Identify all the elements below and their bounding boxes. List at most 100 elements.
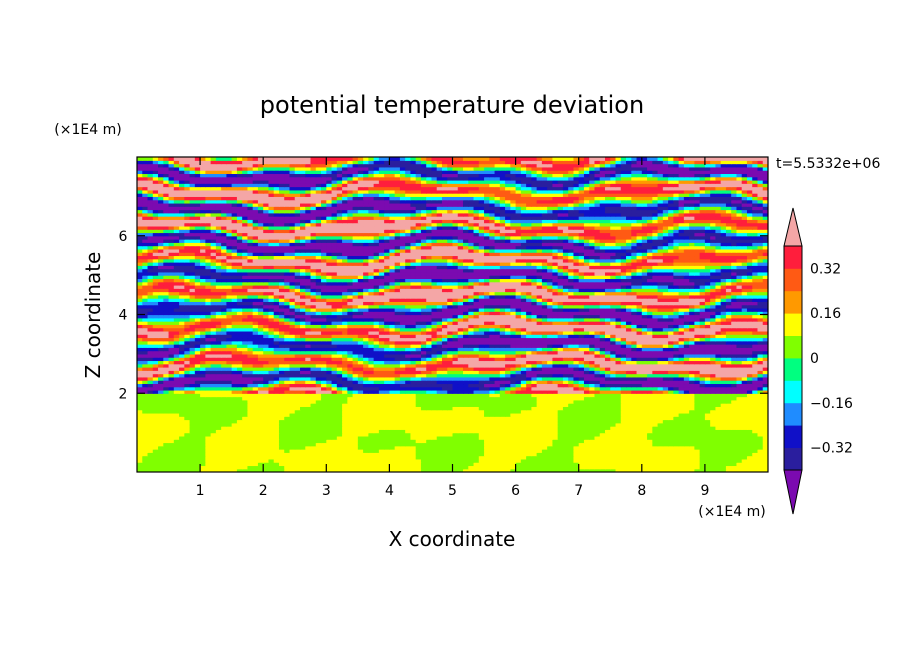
field-cell <box>137 445 143 450</box>
field-cell <box>352 442 359 447</box>
field-cell <box>273 435 280 440</box>
field-cell <box>510 439 517 444</box>
field-cell <box>147 455 154 460</box>
field-cell <box>321 462 327 467</box>
field-cell <box>158 432 164 437</box>
field-cell <box>242 452 249 457</box>
field-cell <box>647 435 653 440</box>
field-cell <box>694 468 701 472</box>
field-cell <box>589 452 596 457</box>
field-cell <box>326 465 333 470</box>
field-cell <box>284 449 291 453</box>
field-cell <box>599 458 606 463</box>
field-cell <box>210 435 217 440</box>
field-cell <box>499 468 506 472</box>
field-cell <box>552 439 559 444</box>
field-cell <box>231 458 238 463</box>
chart-title: potential temperature deviation <box>260 91 644 119</box>
field-cell <box>436 452 443 457</box>
field-cell <box>683 452 690 457</box>
field-cell <box>384 442 390 447</box>
field-cell <box>221 432 227 437</box>
field-cell <box>431 465 438 470</box>
field-cell <box>520 435 527 440</box>
field-cell <box>489 458 496 463</box>
field-cell <box>731 445 738 450</box>
field-cell <box>683 468 690 472</box>
field-cell <box>615 455 622 460</box>
field-cell <box>620 455 627 460</box>
field-cell <box>452 452 459 457</box>
field-cell <box>226 465 233 470</box>
field-cell <box>594 458 601 463</box>
field-cell <box>699 465 706 470</box>
field-cell <box>520 439 527 444</box>
field-cell <box>505 458 511 463</box>
field-cell <box>515 462 522 467</box>
field-cell <box>215 465 222 470</box>
field-cell <box>725 452 732 457</box>
field-cell <box>741 435 748 440</box>
field-cell <box>300 435 306 440</box>
field-cell <box>510 468 517 472</box>
field-cell <box>368 462 375 467</box>
field-cell <box>689 455 695 460</box>
field-cell <box>468 442 475 447</box>
field-cell <box>720 452 727 457</box>
field-cell <box>342 465 348 470</box>
field-cell <box>757 455 764 460</box>
field-cell <box>447 435 454 440</box>
field-cell <box>152 455 159 460</box>
field-cell <box>468 449 475 453</box>
field-cell <box>715 452 722 457</box>
field-cell <box>720 435 727 440</box>
field-cell <box>273 452 280 457</box>
field-cell <box>689 465 695 470</box>
field-cell <box>678 462 685 467</box>
field-cell <box>436 435 443 440</box>
field-cell <box>463 439 469 444</box>
field-cell <box>694 462 701 467</box>
field-cell <box>289 445 296 450</box>
field-cell <box>263 435 270 440</box>
field-cell <box>484 452 490 457</box>
field-cell <box>683 439 690 444</box>
field-cell <box>652 452 659 457</box>
field-cell <box>599 455 606 460</box>
field-cell <box>673 462 680 467</box>
field-cell <box>431 435 438 440</box>
field-cell <box>173 439 180 444</box>
field-cell <box>457 452 464 457</box>
field-cell <box>652 449 659 453</box>
field-cell <box>378 452 385 457</box>
field-cell <box>536 435 543 440</box>
field-cell <box>604 465 611 470</box>
field-cell <box>631 465 638 470</box>
field-cell <box>210 445 217 450</box>
field-cell <box>531 465 538 470</box>
field-cell <box>263 439 270 444</box>
field-cell <box>336 439 343 444</box>
field-cell <box>668 455 674 460</box>
field-cell <box>378 432 385 437</box>
field-cell <box>268 449 275 453</box>
field-cell <box>668 435 674 440</box>
field-cell <box>231 442 238 447</box>
field-cell <box>305 452 312 457</box>
field-cell <box>725 445 732 450</box>
field-cell <box>315 452 322 457</box>
field-cell <box>599 462 606 467</box>
field-cell <box>536 452 543 457</box>
field-cell <box>720 439 727 444</box>
field-cell <box>620 468 627 472</box>
field-cell <box>173 452 180 457</box>
field-cell <box>426 449 433 453</box>
field-cell <box>662 458 669 463</box>
field-cell <box>415 458 422 463</box>
field-cell <box>236 435 243 440</box>
field-cell <box>373 455 380 460</box>
field-cell <box>473 455 480 460</box>
field-cell <box>436 439 443 444</box>
field-cell <box>510 462 517 467</box>
field-cell <box>137 455 143 460</box>
